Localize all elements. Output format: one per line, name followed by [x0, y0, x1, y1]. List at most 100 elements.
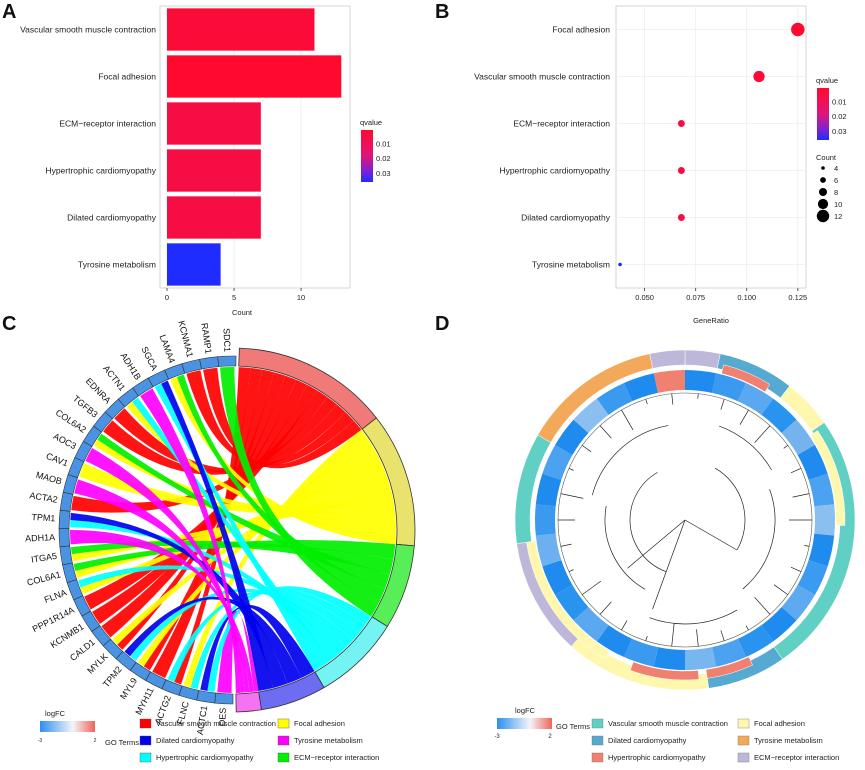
chord-ribbon: [174, 367, 251, 685]
circular-logfc-segment: [712, 373, 747, 402]
circular-term-segment: [721, 364, 771, 393]
chord-gene-arc: [59, 545, 73, 566]
circular-tree-branch: [604, 506, 646, 590]
circular-legend-label: ECM−receptor interaction: [754, 753, 839, 762]
circular-tree-branch: [773, 584, 788, 595]
chord-gene-label: ADH1B: [119, 351, 143, 382]
chord-ribbon: [143, 369, 274, 671]
circular-tree-branch: [804, 545, 810, 547]
circular-tree-branch: [739, 409, 749, 425]
circular-logfc-segment: [781, 585, 815, 621]
chord-gene-arc: [214, 692, 234, 705]
legend-tick-label: 0.01: [832, 97, 847, 106]
dot-plot-plot-area: [615, 5, 807, 289]
count-legend-label: 6: [834, 176, 838, 185]
circular-logfc-ring: [535, 370, 835, 670]
circular-legend-swatch: [737, 752, 750, 763]
chord-legend-swatch: [139, 718, 152, 729]
bar-x-tick-label: 5: [232, 293, 236, 302]
dot-plot-points: [618, 22, 805, 267]
circular-tree-branch: [720, 399, 725, 410]
circular-tree-branch: [792, 493, 810, 498]
chord-legend-swatch: [139, 752, 152, 763]
dot-plot-x-ticks: 0.050 0.075 0.100 0.125: [635, 288, 807, 302]
circular-logfc-legend: logFC -3 2: [494, 706, 552, 740]
circular-logfc-max: 2: [548, 734, 552, 740]
bar: [167, 55, 342, 98]
circular-tree-branch: [599, 425, 612, 439]
dot-count-legend-title: Count: [816, 153, 837, 162]
circular-logfc-segment: [555, 419, 589, 455]
circular-tree-branch: [671, 623, 675, 647]
dot: [618, 262, 622, 267]
chord-gene-label: ITGA5: [30, 551, 57, 565]
dot: [677, 167, 685, 174]
chord-gene-label: CALD1: [68, 637, 97, 663]
circular-tree-branch: [645, 635, 648, 641]
dot: [753, 70, 765, 83]
circular-logfc-segment: [535, 473, 562, 507]
circular-logfc-segment: [653, 647, 685, 670]
circular-tree-branch: [714, 467, 746, 551]
chord-gene-label: ACTA2: [29, 490, 59, 505]
chord-ribbon: [124, 596, 302, 684]
circular-tree-branch: [560, 493, 584, 499]
chord-gene-arc: [199, 356, 219, 370]
circular-logfc-segment: [797, 445, 828, 480]
circular-logfc-segment: [814, 504, 835, 536]
circular-tree-branch: [568, 569, 574, 572]
chord-legend-swatch: [139, 735, 152, 746]
circular-logfc-segment: [542, 445, 573, 480]
chord-logfc-max: 2: [94, 738, 97, 744]
chord-term-arc: [235, 691, 262, 713]
count-legend-label: 12: [834, 212, 842, 221]
chord-legend-label: Dilated cardiomyopathy: [156, 736, 235, 745]
chord-term-arcs: [235, 347, 416, 713]
circular-logfc-segment: [685, 370, 717, 393]
dot-plot-x-label: GeneRatio: [693, 316, 729, 325]
circular-term-ring: [514, 349, 856, 691]
chord-ribbon: [170, 376, 396, 545]
legend-tick-label: 0.03: [832, 127, 847, 136]
bar-x-tick-label: 0: [165, 293, 169, 302]
circular-logfc-segment: [623, 638, 658, 667]
chord-legend-label: Vascular smooth muscle contraction: [156, 719, 276, 728]
circular-tree-branch: [719, 425, 772, 471]
chord-logfc-colorbar: [40, 721, 95, 732]
circular-logfc-title: logFC: [515, 706, 536, 715]
chord-gene-label: ACTN1: [101, 363, 127, 392]
circular-logfc-segment: [542, 560, 573, 595]
chord-ribbon: [74, 479, 250, 693]
chord-gene-label: ADH1A: [25, 532, 55, 543]
circular-tree-branch: [697, 393, 699, 399]
dot-qvalue-legend: qvalue 0.01 0.02 0.03: [816, 76, 847, 140]
dot: [791, 22, 805, 37]
chord-ribbon: [70, 512, 288, 688]
chord-legend-swatch: [277, 735, 290, 746]
panel-letter-c: C: [2, 313, 16, 335]
circular-logfc-segment: [623, 373, 658, 402]
legend-tick-label: 0.01: [376, 139, 391, 148]
bar-chart: Vascular smooth muscle contraction Focal …: [20, 5, 391, 317]
chord-gene-arc: [58, 528, 71, 548]
dot-category-label: Tyrosine metabolism: [532, 260, 610, 270]
dot-x-tick-label: 0.100: [737, 293, 756, 302]
chord-logfc-legend: logFC -3 2: [38, 709, 97, 744]
chord-gene-label: LAMA4: [158, 333, 178, 364]
circular-tree-branch: [591, 425, 669, 496]
chord-ribbon: [112, 449, 381, 645]
dot-plot-category-labels: Focal adhesion Vascular smooth muscle con…: [474, 25, 611, 270]
bar-category-label: Tyrosine metabolism: [78, 260, 156, 270]
bar-chart-category-labels: Vascular smooth muscle contraction Focal …: [20, 25, 157, 270]
circular-logfc-segment: [573, 398, 609, 434]
circular-legend-label: Hypertrophic cardiomyopathy: [608, 753, 706, 762]
legend-tick-label: 0.02: [376, 154, 391, 163]
chord-gene-label: FLNA: [43, 587, 68, 604]
circular-logfc-segment: [797, 560, 828, 595]
chord-gene-label: MYL9: [118, 676, 139, 701]
circular-term-segment: [629, 661, 700, 681]
chord-legend-title: GO Terms: [105, 738, 139, 747]
chord-legend-label: Hypertrophic cardiomyopathy: [156, 753, 254, 762]
dot-category-label: Dilated cardiomyopathy: [521, 213, 611, 223]
panel-letter-a: A: [2, 1, 16, 23]
